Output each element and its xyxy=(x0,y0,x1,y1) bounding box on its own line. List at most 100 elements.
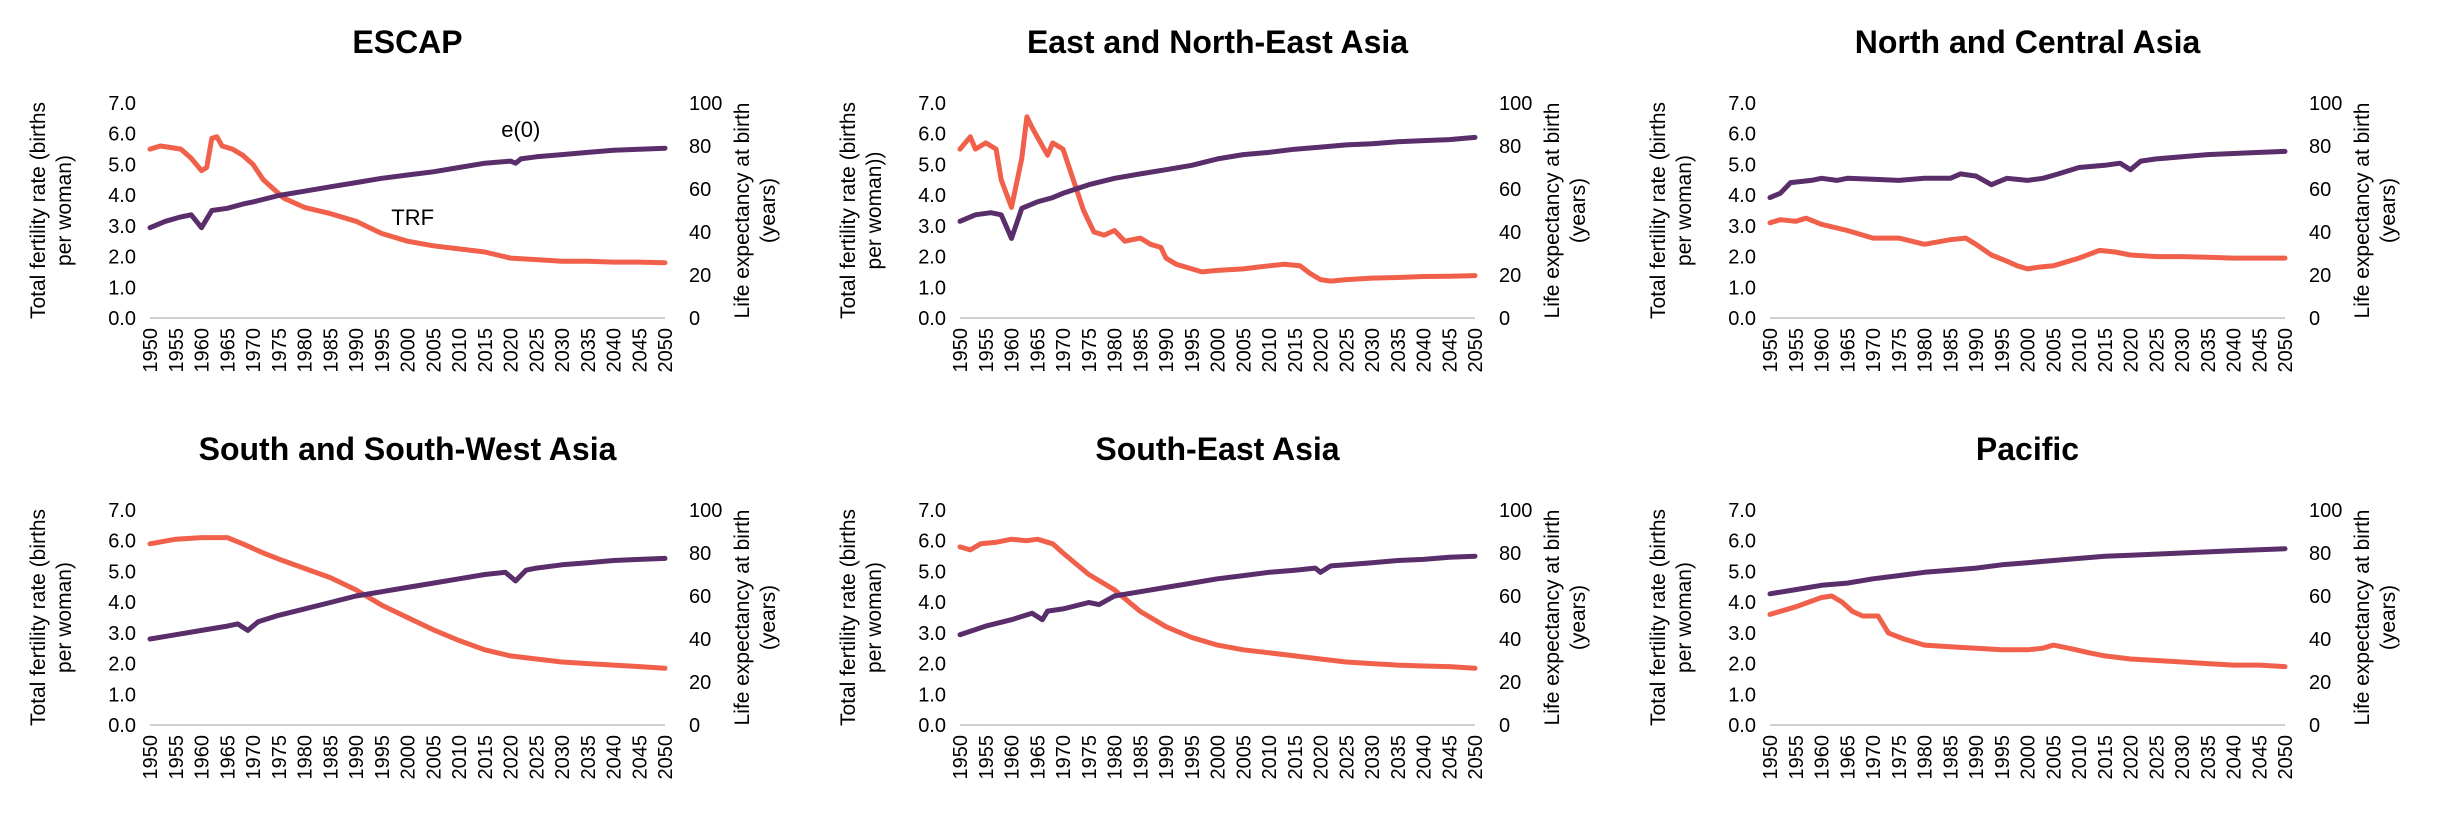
y2-tick-label: 20 xyxy=(689,672,711,694)
x-tick-label: 2015 xyxy=(1285,735,1307,780)
x-tick-label: 1950 xyxy=(1760,328,1782,373)
y2-tick-label: 60 xyxy=(1499,586,1521,608)
y-axis-label: Total fertility rate (births per woman) xyxy=(1647,509,1696,726)
x-tick-label: 1980 xyxy=(1915,735,1937,780)
x-tick-label: 1965 xyxy=(1027,735,1049,780)
x-tick-label: 2040 xyxy=(2224,735,2246,780)
chart-svg: South-East Asia 0.0 1.0 2.0 3.0 4.0 5.0 6.0 7.0 0… xyxy=(837,431,1590,780)
y2-tick-label: 60 xyxy=(1499,179,1521,201)
y-tick-label: 6.0 xyxy=(918,531,946,553)
chart-panel-north-and-central-asia: North and Central Asia 0.0 1.0 2.0 3.0 4.0 5.0… xyxy=(1630,8,2430,413)
y2-tick-label: 40 xyxy=(689,222,711,244)
x-tick-label: 1960 xyxy=(192,735,214,780)
x-tick-label: 1995 xyxy=(372,328,394,373)
x-tick-label: 1985 xyxy=(320,735,342,780)
y2-tick-label: 80 xyxy=(689,543,711,565)
x-tick-label: 2000 xyxy=(2018,328,2040,373)
x-tick-label: 2025 xyxy=(1336,328,1358,373)
y2-axis-label: Life expectancy at birth (years) xyxy=(1541,103,1590,319)
y-tick-label: 1.0 xyxy=(108,277,136,299)
x-tick-label: 2015 xyxy=(2095,735,2117,780)
x-tick-label: 1965 xyxy=(1027,328,1049,373)
x-tick-label: 2015 xyxy=(475,735,497,780)
series-line-tfr xyxy=(147,535,668,671)
y-axis-label: Total fertility rate (births per woman) xyxy=(27,102,76,319)
y-tick-label: 7.0 xyxy=(108,500,136,522)
x-tick-label: 1995 xyxy=(1992,735,2014,780)
y2-tick-label: 100 xyxy=(2309,500,2342,522)
x-tick-label: 2020 xyxy=(1311,328,1333,373)
y-tick-label: 0.0 xyxy=(918,715,946,737)
x-tick-label: 2000 xyxy=(398,735,420,780)
x-tick-label: 1965 xyxy=(217,735,239,780)
y2-tick-label: 60 xyxy=(2309,586,2331,608)
y2-tick-label: 80 xyxy=(2309,136,2331,158)
chart-svg: North and Central Asia 0.0 1.0 2.0 3.0 4.0 5.0… xyxy=(1647,24,2400,373)
y-axis-label: Total fertility rate (births per woman) xyxy=(27,509,76,726)
y-tick-label: 6.0 xyxy=(108,531,136,553)
x-tick-label: 2040 xyxy=(2224,328,2246,373)
series-line-tfr xyxy=(957,536,1478,671)
y-tick-label: 4.0 xyxy=(918,185,946,207)
x-tick-label: 2030 xyxy=(552,735,574,780)
x-tick-label: 2015 xyxy=(475,328,497,373)
y-tick-label: 7.0 xyxy=(918,93,946,115)
x-tick-label: 1975 xyxy=(1889,328,1911,373)
x-tick-label: 1960 xyxy=(1812,735,1834,780)
y-tick-label: 1.0 xyxy=(918,277,946,299)
y2-tick-label: 80 xyxy=(1499,543,1521,565)
x-tick-label: 2045 xyxy=(1439,735,1461,780)
x-tick-label: 1985 xyxy=(320,328,342,373)
x-tick-label: 1950 xyxy=(950,328,972,373)
x-tick-label: 1985 xyxy=(1130,328,1152,373)
x-tick-label: 2010 xyxy=(2069,735,2091,780)
y-tick-label: 3.0 xyxy=(108,623,136,645)
x-tick-label: 1985 xyxy=(1940,328,1962,373)
x-tick-label: 1975 xyxy=(1889,735,1911,780)
y2-axis-label: Life expectancy at birth (years) xyxy=(731,103,780,319)
x-tick-label: 2045 xyxy=(629,328,651,373)
y2-tick-label: 0 xyxy=(689,715,700,737)
x-tick-label: 1965 xyxy=(217,328,239,373)
x-tick-label: 2005 xyxy=(1233,735,1255,780)
x-tick-label: 2050 xyxy=(2275,735,2297,780)
y-tick-label: 0.0 xyxy=(1728,715,1756,737)
x-tick-label: 2040 xyxy=(1414,735,1436,780)
y2-tick-label: 100 xyxy=(1499,93,1532,115)
y-tick-label: 6.0 xyxy=(1728,531,1756,553)
x-tick-label: 1955 xyxy=(1786,735,1808,780)
x-tick-label: 1955 xyxy=(976,735,998,780)
y2-tick-label: 0 xyxy=(1499,715,1510,737)
y2-tick-label: 20 xyxy=(2309,265,2331,287)
y2-tick-label: 20 xyxy=(689,265,711,287)
annotation-e-0: e(0) xyxy=(501,117,540,142)
y-tick-label: 0.0 xyxy=(108,308,136,330)
x-tick-label: 2040 xyxy=(604,328,626,373)
x-tick-label: 2030 xyxy=(1362,328,1384,373)
x-tick-label: 1965 xyxy=(1837,735,1859,780)
x-tick-label: 1975 xyxy=(1079,735,1101,780)
chart-svg: East and North-East Asia 0.0 1.0 2.0 3.0 4.0 5… xyxy=(837,24,1590,373)
y2-tick-label: 40 xyxy=(1499,222,1521,244)
y-axis-label: Total fertility rate (births per woman) xyxy=(837,509,886,726)
y-tick-label: 3.0 xyxy=(1728,216,1756,238)
series-line-tfr xyxy=(147,134,668,266)
y-tick-label: 5.0 xyxy=(918,561,946,583)
x-tick-label: 1990 xyxy=(346,735,368,780)
x-tick-label: 2030 xyxy=(1362,735,1384,780)
x-tick-label: 2020 xyxy=(2121,735,2143,780)
y2-tick-label: 100 xyxy=(1499,500,1532,522)
x-tick-label: 2035 xyxy=(578,735,600,780)
y2-tick-label: 80 xyxy=(689,136,711,158)
y2-tick-label: 40 xyxy=(2309,222,2331,244)
y-tick-label: 7.0 xyxy=(1728,500,1756,522)
y-tick-label: 2.0 xyxy=(1728,247,1756,269)
x-tick-label: 2035 xyxy=(2198,735,2220,780)
chart-title: South and South-West Asia xyxy=(199,431,617,467)
y-tick-label: 3.0 xyxy=(108,216,136,238)
chart-svg: ESCAP0.01.02.03.04.05.06.07.002040608010… xyxy=(27,24,780,373)
x-tick-label: 2025 xyxy=(2146,735,2168,780)
x-tick-label: 2010 xyxy=(449,328,471,373)
x-tick-label: 1970 xyxy=(1863,735,1885,780)
